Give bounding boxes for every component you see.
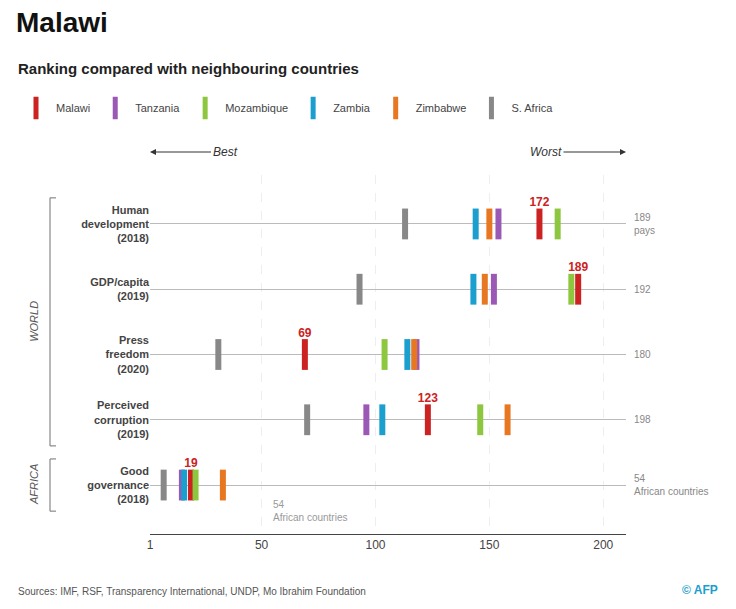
svg-text:1: 1 bbox=[147, 538, 154, 552]
svg-text:Best: Best bbox=[213, 145, 238, 159]
svg-text:Sources: IMF, RSF, Transparenc: Sources: IMF, RSF, Transparency Internat… bbox=[18, 586, 366, 597]
svg-text:Zambia: Zambia bbox=[333, 102, 371, 114]
svg-text:189pays: 189pays bbox=[634, 212, 655, 236]
svg-text:Malawi: Malawi bbox=[16, 7, 108, 38]
svg-text:GDP/capita(2019): GDP/capita(2019) bbox=[90, 276, 150, 302]
svg-text:69: 69 bbox=[298, 326, 312, 340]
svg-text:Pressfreedom(2020): Pressfreedom(2020) bbox=[106, 334, 150, 375]
svg-text:Tanzania: Tanzania bbox=[135, 102, 180, 114]
svg-text:180: 180 bbox=[634, 349, 651, 360]
svg-text:Malawi: Malawi bbox=[56, 102, 90, 114]
svg-text:WORLD: WORLD bbox=[28, 301, 40, 342]
svg-text:19: 19 bbox=[184, 456, 198, 470]
svg-text:100: 100 bbox=[365, 538, 385, 552]
svg-text:54African countries: 54African countries bbox=[273, 499, 347, 523]
svg-text:Humandevelopment(2018): Humandevelopment(2018) bbox=[81, 204, 149, 245]
svg-text:50: 50 bbox=[255, 538, 269, 552]
svg-text:Zimbabwe: Zimbabwe bbox=[416, 102, 467, 114]
svg-text:Mozambique: Mozambique bbox=[225, 102, 288, 114]
svg-text:200: 200 bbox=[593, 538, 613, 552]
svg-text:54African countries: 54African countries bbox=[634, 473, 708, 497]
svg-text:AFRICA: AFRICA bbox=[28, 464, 40, 505]
svg-text:© AFP: © AFP bbox=[682, 583, 718, 597]
svg-text:189: 189 bbox=[568, 260, 588, 274]
svg-text:S. Africa: S. Africa bbox=[511, 102, 553, 114]
svg-text:Perceivedcorruption(2019): Perceivedcorruption(2019) bbox=[94, 399, 149, 440]
svg-text:192: 192 bbox=[634, 284, 651, 295]
svg-text:Goodgovernance(2018): Goodgovernance(2018) bbox=[87, 465, 149, 506]
svg-text:Worst: Worst bbox=[530, 145, 562, 159]
svg-text:172: 172 bbox=[529, 195, 549, 209]
svg-text:150: 150 bbox=[479, 538, 499, 552]
svg-text:123: 123 bbox=[418, 391, 438, 405]
svg-text:198: 198 bbox=[634, 414, 651, 425]
svg-text:Ranking compared with neighbou: Ranking compared with neighbouring count… bbox=[18, 60, 359, 77]
